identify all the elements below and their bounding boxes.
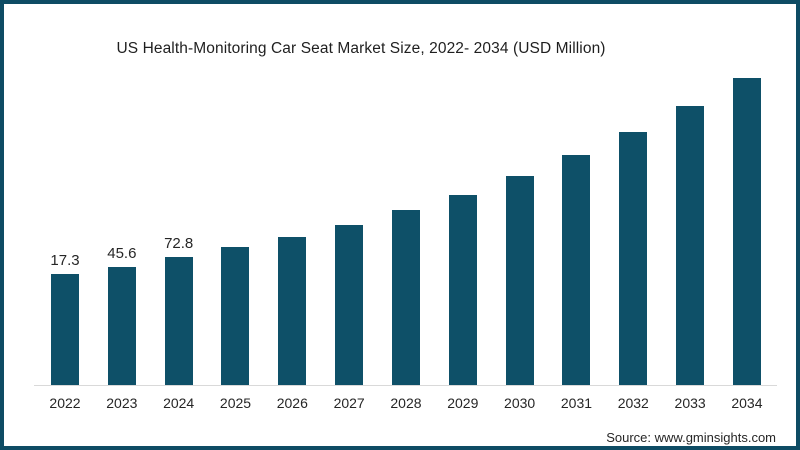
bar — [562, 155, 591, 386]
bars-row: 17.3 45.6 72.8 — [50, 78, 761, 386]
bar — [335, 225, 364, 386]
bar-value-label: 72.8 — [164, 235, 194, 252]
bar — [448, 195, 477, 386]
bar — [278, 237, 307, 386]
bar — [505, 176, 534, 386]
x-axis-tick-label: 2024 — [163, 395, 195, 411]
x-axis-tick-label: 2031 — [560, 395, 593, 411]
bar-column — [221, 78, 250, 386]
plot-area: 17.3 45.6 72.8 2022 2023 2024 2025 2026 2027 202… — [4, 4, 796, 446]
x-axis-tick-label: 2025 — [219, 395, 252, 411]
x-axis-tick-label: 2026 — [276, 395, 308, 411]
bar-column: 45.6 — [107, 78, 137, 386]
bar-column — [335, 78, 364, 386]
bar-column: 72.8 — [164, 78, 194, 386]
bar-value-label: 17.3 — [50, 252, 80, 269]
bar-column — [505, 78, 534, 386]
x-axis-tick-label: 2032 — [617, 395, 649, 411]
bar-column — [676, 78, 705, 386]
x-axis-labels: 2022 2023 2024 2025 2026 2027 2028 2029 2030 2031… — [49, 395, 763, 411]
bar-column — [278, 78, 307, 386]
bar — [619, 132, 648, 386]
bar — [51, 274, 79, 386]
x-axis-tick-label: 2030 — [504, 395, 536, 411]
bar — [732, 78, 761, 386]
x-axis-tick-label: 2022 — [49, 395, 81, 411]
bar-column — [562, 78, 591, 386]
bar — [107, 267, 136, 386]
bar-column — [619, 78, 648, 386]
x-axis-tick-label: 2028 — [390, 395, 422, 411]
bar — [221, 247, 250, 386]
bar-column — [391, 78, 420, 386]
bar — [391, 210, 420, 386]
x-axis-line — [34, 385, 777, 386]
x-axis-tick-label: 2023 — [106, 395, 138, 411]
bar-column — [448, 78, 477, 386]
source-credit: Source: www.gminsights.com — [606, 430, 776, 445]
bar-value-label: 45.6 — [107, 245, 137, 262]
x-axis-tick-label: 2033 — [674, 395, 706, 411]
bar — [676, 106, 705, 386]
bar-column: 17.3 — [50, 78, 80, 386]
bar — [164, 257, 193, 386]
x-axis-tick-label: 2034 — [731, 395, 763, 411]
x-axis-tick-label: 2029 — [447, 395, 479, 411]
bar-column — [732, 78, 761, 386]
x-axis-tick-label: 2027 — [333, 395, 365, 411]
chart-title: US Health-Monitoring Car Seat Market Siz… — [116, 40, 606, 57]
